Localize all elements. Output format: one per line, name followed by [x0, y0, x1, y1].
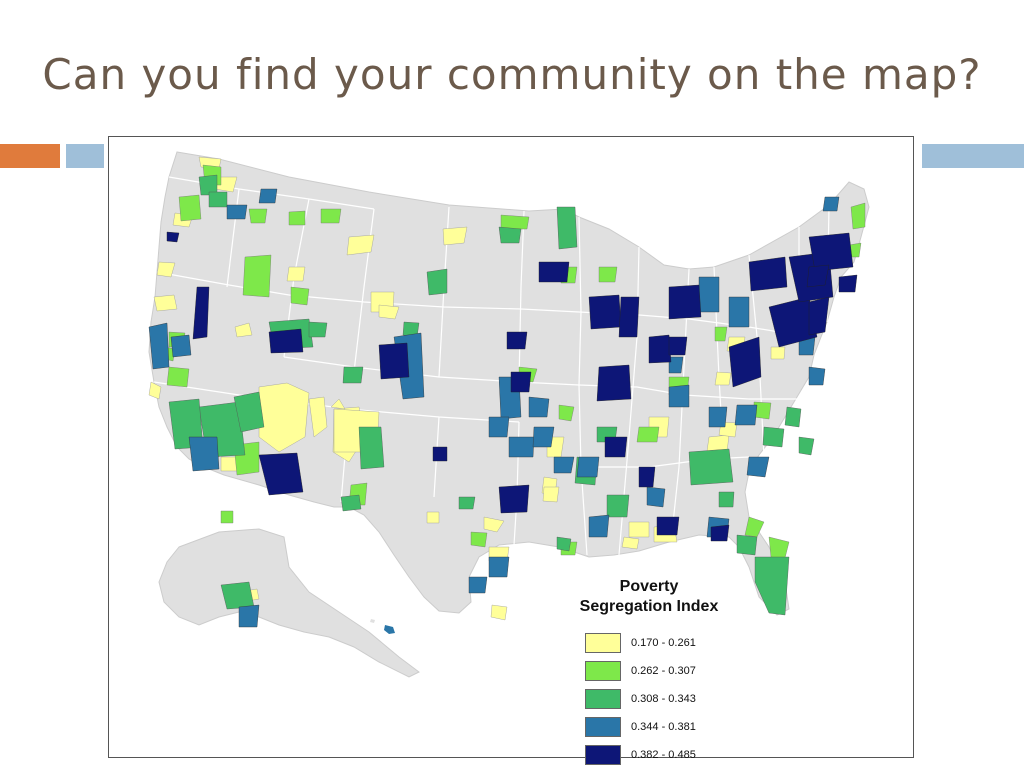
legend-title-line1: Poverty — [619, 578, 679, 595]
legend-label: 0.344 - 0.381 — [631, 721, 696, 733]
legend-item: 0.344 - 0.381 — [585, 715, 809, 739]
legend-label: 0.262 - 0.307 — [631, 665, 696, 677]
legend-label: 0.308 - 0.343 — [631, 693, 696, 705]
hawaii-islands — [384, 625, 395, 634]
legend-item: 0.170 - 0.261 — [585, 631, 809, 655]
legend-item: 0.262 - 0.307 — [585, 659, 809, 683]
slide-title: Can you find your community on the map? — [42, 50, 982, 99]
accent-bar-orange — [0, 144, 60, 168]
legend-label: 0.382 - 0.485 — [631, 749, 696, 761]
legend-swatch — [585, 661, 621, 681]
regions-blue — [148, 188, 840, 628]
us-map — [148, 151, 870, 678]
regions-medium-green — [168, 174, 815, 616]
legend-title: Poverty Segregation Index — [549, 577, 749, 617]
legend-swatch — [585, 745, 621, 765]
legend-swatch — [585, 689, 621, 709]
regions-navy — [166, 231, 858, 542]
legend-label: 0.170 - 0.261 — [631, 637, 696, 649]
legend-item: 0.308 - 0.343 — [585, 687, 809, 711]
legend-items: 0.170 - 0.261 0.262 - 0.307 0.308 - 0.34… — [585, 631, 809, 767]
hawaii-island-small — [370, 619, 375, 623]
alaska-landmass — [158, 528, 420, 678]
map-legend: Poverty Segregation Index 0.170 - 0.261 … — [549, 577, 809, 771]
legend-item: 0.382 - 0.485 — [585, 743, 809, 767]
legend-title-line2: Segregation Index — [579, 598, 719, 615]
accent-bar-blue-right — [922, 144, 1024, 168]
legend-swatch — [585, 633, 621, 653]
accent-bar-blue-left — [66, 144, 104, 168]
map-frame: Poverty Segregation Index 0.170 - 0.261 … — [108, 136, 914, 765]
legend-swatch — [585, 717, 621, 737]
